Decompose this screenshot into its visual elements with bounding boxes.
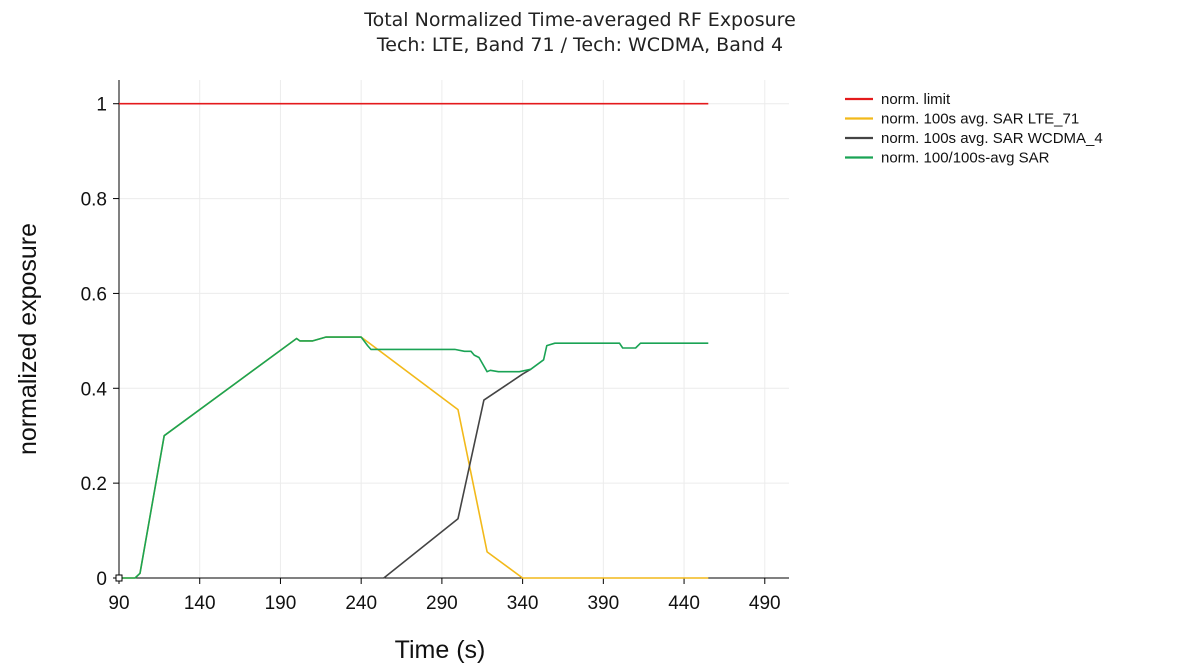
y-tick-label-5: 1 — [96, 95, 107, 116]
axes-layer: 90 140 190 240 290 340 390 440 490 0 0.2 0.4 0.6 0.8 1 — [81, 80, 789, 614]
legend-label-3: norm. 100/100s-avg SAR — [881, 150, 1050, 167]
legend-label-0: norm. limit — [881, 91, 951, 108]
series-line-3 — [119, 336, 709, 579]
grid-layer — [119, 80, 789, 578]
x-tick-label-7: 440 — [668, 593, 700, 614]
series-layer — [115, 102, 709, 582]
series-line-2 — [383, 368, 532, 579]
x-tick-label-0: 90 — [108, 593, 129, 614]
chart-subtitle: Tech: LTE, Band 71 / Tech: WCDMA, Band 4 — [376, 34, 783, 56]
chart-title: Total Normalized Time-averaged RF Exposu… — [363, 9, 796, 31]
y-axis-label: normalized exposure — [14, 223, 42, 455]
x-tick-label-1: 140 — [184, 593, 216, 614]
x-tick-label-8: 490 — [749, 593, 781, 614]
x-tick-label-2: 190 — [265, 593, 297, 614]
legend-label-1: norm. 100s avg. SAR LTE_71 — [881, 111, 1079, 128]
legend: norm. limit norm. 100s avg. SAR LTE_71nor… — [845, 91, 1103, 167]
y-tick-label-0: 0 — [96, 569, 107, 590]
y-tick-label-1: 0.2 — [81, 474, 107, 495]
legend-label-2: norm. 100s avg. SAR WCDMA_4 — [881, 130, 1103, 147]
origin-marker — [115, 574, 123, 582]
x-tick-label-4: 290 — [426, 593, 458, 614]
x-tick-label-5: 340 — [507, 593, 539, 614]
x-tick-label-6: 390 — [587, 593, 619, 614]
x-tick-label-3: 240 — [345, 593, 377, 614]
y-tick-label-4: 0.8 — [81, 190, 107, 211]
series-line-1 — [119, 336, 709, 579]
y-tick-label-3: 0.6 — [81, 284, 107, 305]
y-tick-label-2: 0.4 — [81, 379, 108, 400]
x-axis-label: Time (s) — [395, 636, 486, 664]
